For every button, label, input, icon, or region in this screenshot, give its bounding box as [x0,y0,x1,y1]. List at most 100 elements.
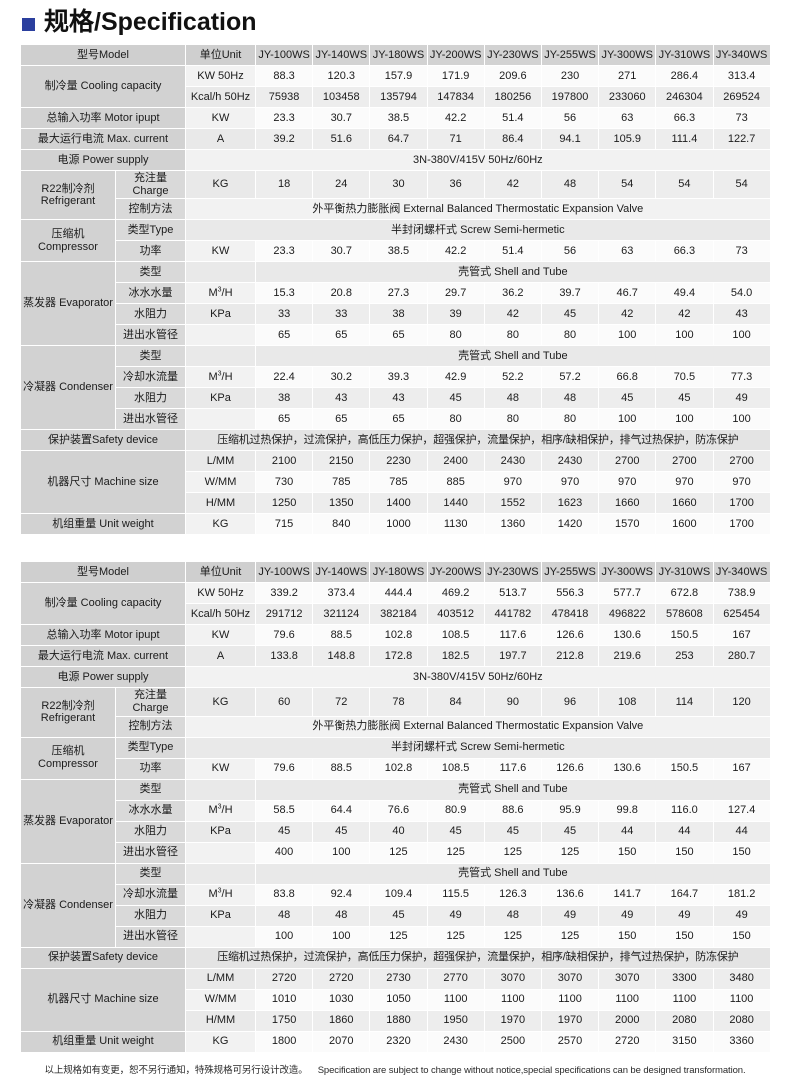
label-evaporator-type: 类型 [115,778,186,801]
unit-kw-50hz: KW 50Hz [185,582,256,605]
square-bullet-icon [22,17,35,31]
size-l-JY-100WS: 2100 [254,450,314,473]
max-current-JY-300WS: 219.6 [598,645,657,668]
motor-input-JY-140WS: 88.5 [312,624,371,647]
header-JY-230WS: JY-230WS [483,561,542,584]
label-refrigerant-control: 控制方法 [115,715,186,738]
condenser-flow-JY-140WS: 30.2 [312,366,371,389]
header-JY-300WS: JY-300WS [598,44,657,66]
cooling-kcal-JY-100WS: 291712 [254,603,314,626]
row-unit-weight: 机组重量 Unit weight KG 1800 2070 2320 2430 2500 25… [20,1030,771,1053]
size-w-JY-340WS: 1100 [712,988,771,1011]
evaporator-flow-JY-140WS: 20.8 [312,282,371,305]
value-evaporator-type: 壳管式 Shell and Tube [255,261,771,284]
header-JY-140WS: JY-140WS [312,561,371,584]
size-h-JY-255WS: 1623 [540,492,600,515]
condenser-pipe-JY-230WS: 80 [483,408,542,431]
header-JY-255WS: JY-255WS [540,44,600,66]
label-evaporator-type: 类型 [115,261,186,284]
motor-input-JY-255WS: 126.6 [540,624,600,647]
label-compressor-power: 功率 [115,757,186,780]
evaporator-pipe-JY-255WS: 125 [540,841,600,864]
header-unit: 单位Unit [185,561,256,584]
header-model: 型号Model [20,44,186,66]
cooling-kw-JY-140WS: 120.3 [312,65,371,87]
max-current-JY-230WS: 86.4 [483,128,542,150]
label-motor-input: 总输入功率 Motor ipupt [20,107,186,129]
label-cooling-capacity: 制冷量 Cooling capacity [20,582,186,626]
size-h-JY-340WS: 2080 [712,1009,771,1032]
refrigerant-charge-JY-340WS: 54 [712,169,771,200]
label-unit-weight: 机组重量 Unit weight [20,1030,186,1053]
value-safety-device: 压缩机过热保护，过流保护，高低压力保护，超强保护，流量保护，相序/缺相保护，排气… [185,946,771,969]
cooling-kcal-JY-140WS: 321124 [312,603,371,626]
row-unit-weight: 机组重量 Unit weight KG 715 840 1000 1130 1360 1420… [20,513,771,536]
max-current-JY-100WS: 39.2 [254,128,314,150]
row-cooling-capacity-kw: 制冷量 Cooling capacity KW 50Hz 88.3 120.3 157.… [20,65,771,108]
size-w-JY-100WS: 730 [254,471,314,494]
refrigerant-charge-JY-140WS: 24 [312,169,371,200]
cooling-kw-JY-180WS: 157.9 [369,65,428,87]
cooling-kw-JY-200WS: 469.2 [426,582,485,605]
unit-weight-JY-340WS: 1700 [712,513,771,536]
header-JY-100WS: JY-100WS [254,44,314,66]
condenser-resistance-JY-310WS: 49 [655,904,714,927]
condenser-resistance-JY-310WS: 45 [655,387,714,410]
condenser-resistance-JY-180WS: 43 [369,387,428,410]
unit-weight-JY-300WS: 1570 [598,513,657,536]
row-evaporator-pipe: 进出水管径 65 65 65 80 80 80 100 100 100 [21,324,771,347]
condenser-pipe-JY-230WS: 125 [483,925,542,948]
evaporator-resistance-JY-100WS: 33 [254,303,314,326]
refrigerant-charge-JY-140WS: 72 [312,687,371,717]
unit-kw: KW [185,107,256,129]
size-l-JY-180WS: 2230 [369,450,428,473]
spec-tables: 型号Model 单位Unit JY-100WS JY-140WS JY-180WS JY-… [20,44,771,1053]
row-max-current: 最大运行电流 Max. current A 133.8 148.8 172.8 182.5… [20,645,771,668]
unit-weight-JY-310WS: 3150 [655,1030,714,1053]
unit-weight-JY-300WS: 2720 [598,1030,657,1053]
unit-kg: KG [185,513,256,536]
row-evaporator-type: 蒸发器 Evaporator 类型 壳管式 Shell and Tube [20,261,771,347]
size-w-JY-310WS: 1100 [655,988,714,1011]
evaporator-pipe-JY-340WS: 100 [712,324,771,347]
size-l-JY-310WS: 2700 [655,450,714,473]
evaporator-resistance-JY-340WS: 43 [712,303,771,326]
size-l-JY-200WS: 2400 [426,450,485,473]
evaporator-resistance-JY-310WS: 44 [655,820,714,843]
header-JY-340WS: JY-340WS [712,561,771,584]
size-l-JY-200WS: 2770 [426,967,485,990]
row-refrigerant-charge: R22制冷剂 Refrigerant 充注量 Charge KG 60 72 78 84 90… [20,687,771,738]
value-evaporator-type: 壳管式 Shell and Tube [255,778,771,801]
motor-input-JY-180WS: 102.8 [369,624,428,647]
label-condenser-pipe: 进出水管径 [115,408,186,431]
row-condenser-pipe: 进出水管径 65 65 65 80 80 80 100 100 100 [21,408,771,431]
compressor-power-JY-310WS: 66.3 [655,240,714,263]
label-compressor-type: 类型Type [115,219,186,242]
label-machine-size: 机器尺寸 Machine size [20,967,186,1032]
condenser-pipe-JY-100WS: 100 [254,925,314,948]
unit-a: A [185,645,256,668]
label-compressor: 压缩机 Compressor [20,736,116,780]
label-condenser-type: 类型 [115,345,186,368]
value-compressor-type: 半封闭螺杆式 Screw Semi-hermetic [185,736,771,759]
unit-evaporator-type-blank [185,261,256,284]
row-refrigerant-control: 控制方法 外平衡热力膨胀阀 External Balanced Thermosta… [21,715,771,738]
max-current-JY-340WS: 122.7 [712,128,771,150]
label-power-supply: 电源 Power supply [20,149,186,171]
cooling-kcal-JY-140WS: 103458 [312,86,371,108]
size-w-JY-180WS: 1050 [369,988,428,1011]
cooling-kcal-JY-200WS: 147834 [426,86,485,108]
evaporator-flow-JY-310WS: 49.4 [655,282,714,305]
row-safety-device: 保护装置Safety device 压缩机过热保护，过流保护，高低压力保护，超强保… [20,946,771,969]
evaporator-resistance-JY-300WS: 44 [598,820,657,843]
table-separator [20,535,770,561]
unit-weight-JY-255WS: 2570 [540,1030,600,1053]
unit-evaporator-type-blank [185,778,256,801]
refrigerant-charge-JY-180WS: 30 [369,169,428,200]
refrigerant-charge-JY-255WS: 48 [540,169,600,200]
evaporator-pipe-JY-300WS: 100 [598,324,657,347]
condenser-pipe-JY-180WS: 65 [369,408,428,431]
unit-kpa: KPa [185,387,256,410]
label-evaporator: 蒸发器 Evaporator [20,778,116,864]
condenser-pipe-JY-100WS: 65 [254,408,314,431]
